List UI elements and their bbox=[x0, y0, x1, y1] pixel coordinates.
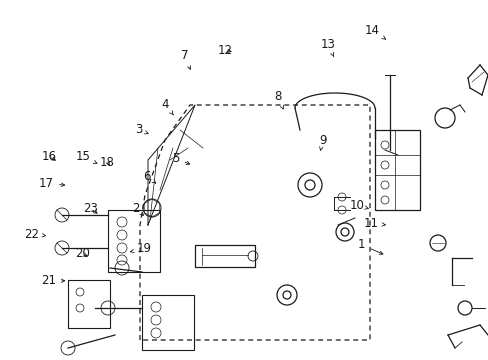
Text: 4: 4 bbox=[161, 98, 173, 115]
Text: 19: 19 bbox=[130, 242, 151, 255]
Text: 14: 14 bbox=[365, 24, 385, 39]
Text: 2: 2 bbox=[132, 202, 143, 215]
Bar bbox=[374, 130, 419, 210]
Text: 5: 5 bbox=[172, 152, 189, 165]
Text: 22: 22 bbox=[24, 228, 45, 240]
Text: 16: 16 bbox=[41, 150, 56, 163]
Text: 20: 20 bbox=[75, 247, 89, 260]
Text: 15: 15 bbox=[76, 150, 97, 163]
Text: 21: 21 bbox=[41, 274, 64, 287]
Text: 13: 13 bbox=[321, 39, 335, 57]
Bar bbox=[195, 245, 254, 267]
Text: 12: 12 bbox=[217, 44, 232, 57]
Text: 9: 9 bbox=[318, 134, 326, 150]
Text: 23: 23 bbox=[83, 202, 98, 215]
Bar bbox=[142, 295, 194, 350]
Bar bbox=[108, 210, 160, 272]
Text: 3: 3 bbox=[134, 123, 148, 136]
Text: 17: 17 bbox=[39, 177, 64, 190]
Text: 10: 10 bbox=[349, 199, 367, 212]
Text: 18: 18 bbox=[100, 156, 115, 168]
Text: 8: 8 bbox=[273, 90, 283, 109]
Text: 7: 7 bbox=[181, 49, 190, 69]
Text: 11: 11 bbox=[364, 217, 385, 230]
Text: 6: 6 bbox=[142, 170, 156, 183]
Text: 1: 1 bbox=[357, 238, 382, 254]
Bar bbox=[68, 280, 110, 328]
